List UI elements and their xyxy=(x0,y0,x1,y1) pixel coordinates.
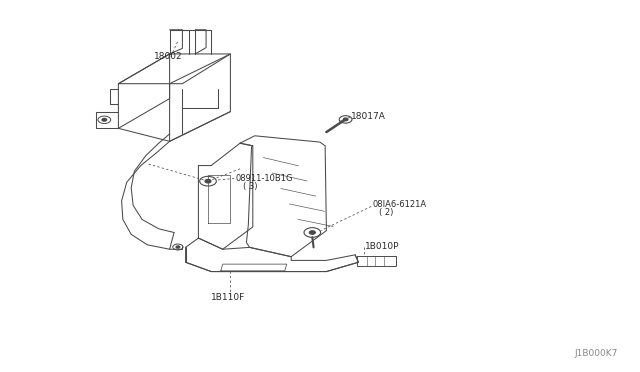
Circle shape xyxy=(309,231,316,234)
Text: ( 2): ( 2) xyxy=(379,208,393,217)
Circle shape xyxy=(102,118,106,121)
Text: 08IA6-6121A: 08IA6-6121A xyxy=(372,200,427,209)
Circle shape xyxy=(176,246,180,248)
Circle shape xyxy=(344,118,348,121)
Text: 1B010P: 1B010P xyxy=(365,242,399,251)
FancyBboxPatch shape xyxy=(357,256,396,266)
Text: 08911-10B1G: 08911-10B1G xyxy=(236,174,293,183)
Text: ( 3): ( 3) xyxy=(243,182,258,191)
Text: J1B000K7: J1B000K7 xyxy=(574,349,618,358)
Text: 18017A: 18017A xyxy=(351,112,385,121)
Text: 18002: 18002 xyxy=(154,52,182,61)
Text: 1B110F: 1B110F xyxy=(211,293,246,302)
Circle shape xyxy=(205,179,211,183)
